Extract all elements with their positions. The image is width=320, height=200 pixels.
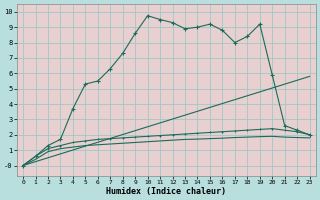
- X-axis label: Humidex (Indice chaleur): Humidex (Indice chaleur): [106, 187, 226, 196]
